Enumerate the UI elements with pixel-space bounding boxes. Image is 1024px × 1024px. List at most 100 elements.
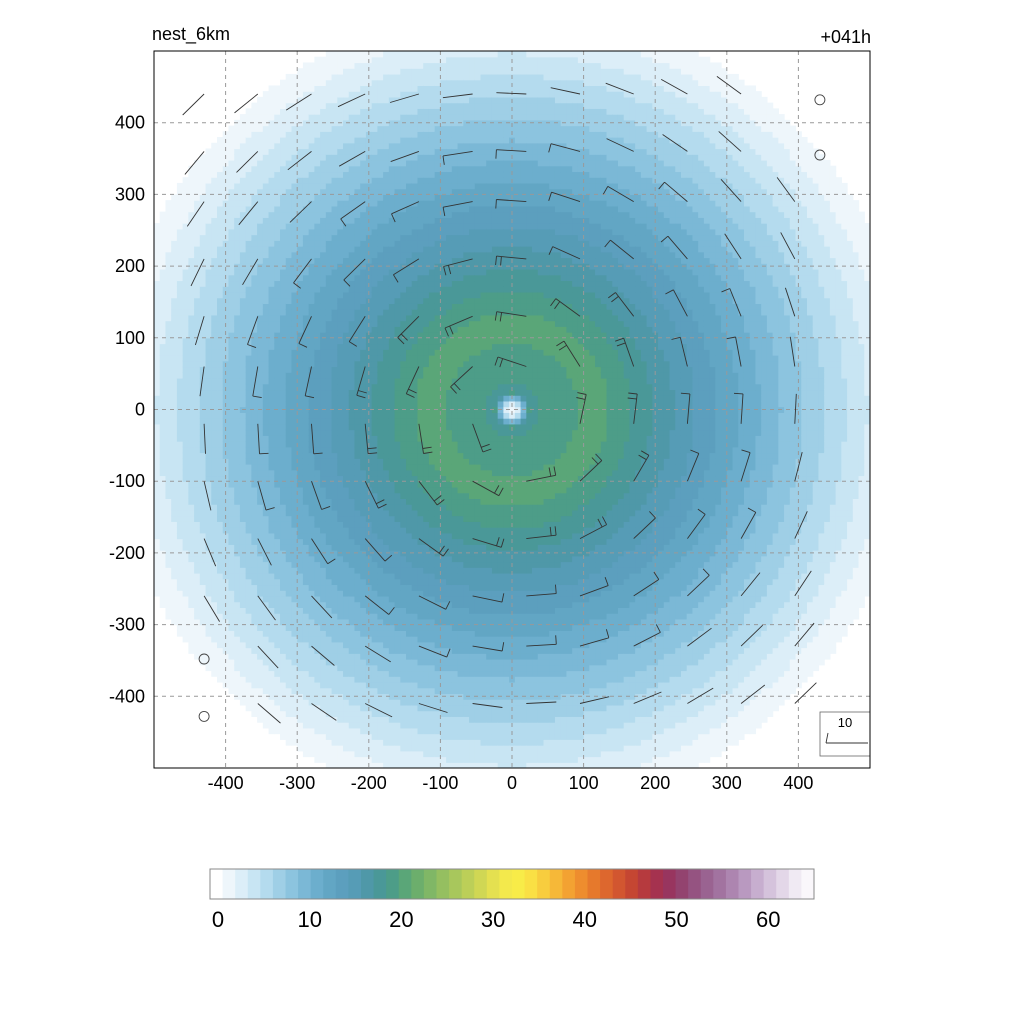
contour-cell (360, 475, 367, 482)
contour-cell (217, 555, 224, 563)
contour-cell (308, 509, 315, 517)
contour-cell (302, 710, 310, 717)
contour-cell (268, 481, 275, 488)
contour-cell (274, 177, 281, 184)
contour-cell (394, 349, 401, 356)
contour-cell (383, 429, 390, 436)
contour-cell (383, 687, 390, 695)
contour-cell (394, 750, 401, 758)
contour-cell (388, 664, 396, 672)
contour-cell (262, 148, 270, 155)
contour-cell (377, 756, 384, 763)
contour-cell (171, 234, 178, 241)
contour-cell (291, 687, 298, 695)
contour-cell (211, 561, 218, 568)
contour-cell (234, 429, 241, 436)
contour-cell (262, 286, 270, 293)
contour-cell (394, 68, 401, 75)
contour-cell (337, 246, 344, 253)
contour-cell (371, 246, 378, 253)
contour-cell (354, 68, 361, 75)
contour-cell (205, 395, 212, 402)
contour-cell (285, 544, 293, 551)
contour-cell (239, 360, 247, 368)
contour-cell (371, 119, 378, 127)
contour-cell (302, 79, 310, 87)
contour-cell (314, 280, 321, 287)
contour-cell (394, 486, 401, 494)
contour-cell (383, 498, 390, 505)
contour-cell (285, 125, 293, 132)
contour-cell (320, 670, 327, 677)
contour-cell (400, 194, 407, 201)
contour-cell (331, 131, 338, 138)
contour-cell (245, 137, 252, 144)
contour-cell (354, 607, 361, 614)
contour-cell (239, 320, 247, 327)
contour-cell (388, 693, 396, 700)
contour-cell (268, 590, 275, 597)
contour-cell (320, 687, 327, 695)
contour-cell (171, 538, 178, 545)
contour-cell (234, 676, 241, 683)
contour-cell (308, 670, 315, 677)
contour-cell (320, 538, 327, 545)
contour-cell (176, 412, 184, 419)
contour-cell (325, 498, 333, 505)
contour-cell (377, 538, 384, 545)
contour-cell (176, 515, 184, 522)
contour-cell (388, 297, 396, 304)
contour-cell (354, 423, 361, 431)
contour-cell (217, 205, 224, 213)
contour-cell (222, 372, 230, 379)
contour-cell (400, 463, 407, 471)
contour-cell (337, 590, 344, 597)
contour-cell (337, 561, 344, 568)
contour-cell (343, 154, 350, 161)
contour-cell (234, 561, 241, 568)
contour-cell (234, 400, 241, 408)
contour-cell (360, 217, 367, 224)
contour-cell (285, 647, 293, 654)
contour-cell (159, 504, 167, 511)
contour-cell (165, 418, 172, 425)
contour-cell (176, 475, 184, 482)
contour-cell (411, 647, 419, 654)
contour-cell (388, 750, 396, 758)
contour-cell (268, 377, 275, 385)
contour-cell (274, 463, 281, 471)
contour-cell (194, 205, 201, 213)
contour-cell (343, 670, 350, 677)
contour-cell (377, 521, 384, 528)
contour-cell (274, 217, 281, 224)
contour-cell (348, 131, 356, 138)
contour-cell (337, 142, 344, 150)
contour-cell (337, 681, 344, 689)
contour-cell (320, 607, 327, 614)
contour-cell (251, 687, 258, 695)
contour-cell (234, 595, 241, 603)
contour-cell (228, 142, 235, 150)
contour-cell (188, 389, 195, 396)
contour-cell (308, 699, 315, 706)
contour-cell (274, 681, 281, 689)
contour-cell (371, 429, 378, 436)
contour-cell (348, 699, 356, 706)
contour-cell (383, 509, 390, 517)
contour-cell (325, 119, 333, 127)
contour-cell (222, 142, 230, 150)
contour-cell (222, 366, 230, 373)
contour-cell (343, 561, 350, 568)
contour-cell (239, 601, 247, 608)
contour-cell (308, 268, 315, 276)
contour-cell (257, 114, 264, 121)
contour-cell (314, 159, 321, 167)
contour-cell (274, 613, 281, 620)
contour-cell (314, 154, 321, 161)
contour-cell (165, 567, 172, 574)
contour-cell (171, 601, 178, 608)
contour-cell (239, 314, 247, 322)
contour-cell (337, 607, 344, 614)
contour-cell (182, 223, 189, 230)
contour-cell (394, 664, 401, 672)
